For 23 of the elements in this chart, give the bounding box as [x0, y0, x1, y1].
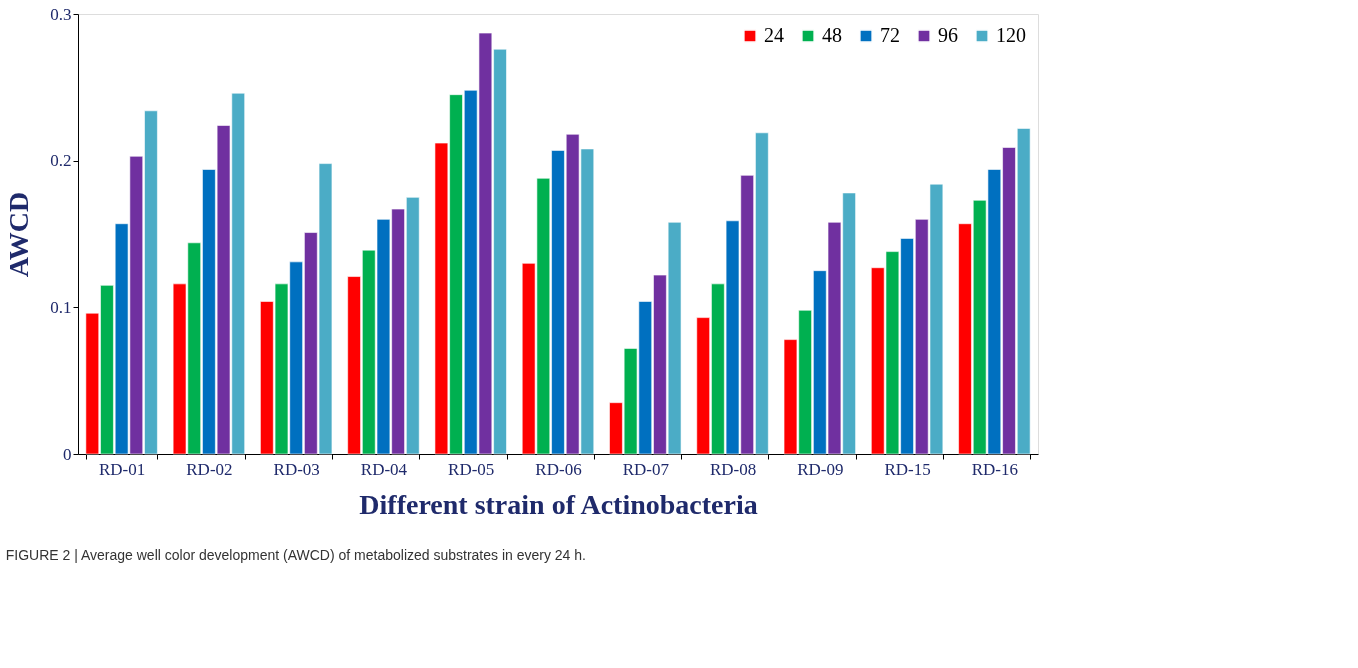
y-axis-title: AWCD [3, 191, 35, 278]
x-tick-label: RD-09 [797, 459, 844, 479]
x-tick-label: RD-01 [99, 459, 146, 479]
legend-label: 24 [764, 24, 784, 46]
caption: FIGURE 2 | Average well color development (AWCD) of metabolized substrates in every 24 h. [5, 547, 586, 563]
x-tick-label: RD-02 [186, 459, 233, 479]
x-tick-label: RD-04 [360, 459, 408, 479]
legend-label: 48 [822, 24, 842, 46]
x-tick-label: RD-08 [709, 459, 757, 479]
y-tick-label: 0.3 [50, 4, 72, 24]
x-tick-label: RD-15 [884, 459, 931, 479]
x-tick-label: RD-07 [622, 459, 670, 479]
x-tick-label: RD-03 [273, 459, 320, 479]
legend-label: 72 [880, 24, 900, 46]
y-tick-label: 0 [63, 444, 72, 464]
legend-label: 96 [938, 24, 958, 46]
y-tick-label: 0.1 [50, 297, 72, 317]
x-axis-title: Different strain of Actinobacteria [359, 488, 758, 520]
x-tick-label: RD-05 [448, 459, 495, 479]
y-tick-label: 0.2 [50, 151, 72, 171]
x-tick-label: RD-16 [971, 459, 1018, 479]
x-tick-label: RD-06 [535, 459, 582, 479]
legend-label: 120 [996, 24, 1026, 46]
